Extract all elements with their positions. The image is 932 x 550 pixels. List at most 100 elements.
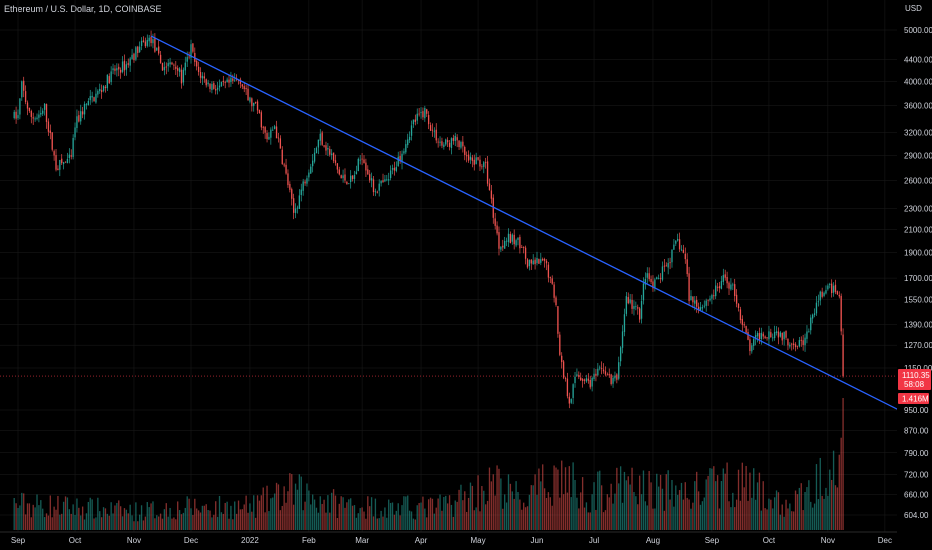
- volume-bar: [401, 505, 403, 530]
- volume-bar: [332, 489, 335, 530]
- volume-bar: [608, 497, 610, 530]
- volume-bar: [640, 494, 643, 530]
- volume-bar: [351, 505, 354, 530]
- volume-bar: [235, 513, 238, 530]
- candle-body: [384, 179, 386, 182]
- volume-bar: [722, 468, 724, 530]
- volume-bar: [730, 507, 732, 530]
- volume-bar: [167, 516, 169, 530]
- candle-body: [561, 355, 563, 363]
- volume-bar: [102, 507, 105, 530]
- volume-bar: [319, 496, 321, 530]
- candle-body: [500, 246, 502, 250]
- volume-bar: [338, 503, 340, 530]
- candle-body: [581, 379, 584, 381]
- candle-body: [348, 183, 350, 185]
- time-tick-label: Sep: [705, 536, 720, 545]
- volume-bar: [697, 491, 700, 530]
- time-axis[interactable]: Sep Oct Nov Dec 2022 Feb Mar Apr May Jun Jul Aug Sep…: [11, 536, 892, 545]
- candle-body: [494, 218, 496, 226]
- volume-bar: [764, 508, 766, 530]
- candle-body: [673, 244, 675, 250]
- volume-bar: [751, 497, 753, 530]
- candle-body: [26, 102, 29, 109]
- volume-bar: [224, 502, 226, 530]
- trendline[interactable]: [150, 35, 932, 428]
- volume-bar: [838, 454, 840, 530]
- candle-body: [526, 259, 529, 268]
- volume-bar: [80, 515, 82, 530]
- candle-body: [743, 324, 745, 326]
- volume-bar: [245, 495, 247, 530]
- candle-body: [739, 309, 742, 320]
- volume-bar: [519, 499, 521, 530]
- candle-body: [369, 174, 371, 181]
- volume-bar: [416, 505, 418, 530]
- volume-bar: [380, 510, 382, 530]
- volume-bar: [460, 484, 462, 530]
- candle-body: [340, 175, 342, 179]
- price-axis-bg: [897, 0, 932, 550]
- volume-bar: [268, 511, 270, 530]
- candle-body: [323, 145, 325, 147]
- candle-body: [619, 347, 622, 362]
- volume-bar: [190, 508, 192, 530]
- candle-body: [760, 332, 762, 340]
- candle-body: [268, 136, 270, 140]
- volume-bar: [659, 474, 662, 530]
- volume-bar: [538, 468, 540, 530]
- candle-body: [218, 85, 221, 88]
- candle-body: [272, 129, 274, 131]
- candle-body: [724, 274, 726, 278]
- candle-body: [146, 40, 148, 46]
- volume-bar: [258, 500, 261, 530]
- candle-body: [133, 53, 135, 61]
- price-axis[interactable]: 5000.00 4400.00 4000.00 3600.00 3200.00 2900.…: [904, 26, 932, 520]
- volume-bar: [213, 514, 215, 530]
- volume-bar: [772, 508, 774, 530]
- volume-bar: [762, 481, 764, 530]
- candle-body: [572, 384, 574, 398]
- volume-bar: [247, 512, 249, 530]
- candle-body: [772, 337, 774, 339]
- volume-bar: [304, 501, 306, 530]
- candle-body: [367, 169, 369, 175]
- volume-bar: [106, 513, 109, 530]
- price-tick-label: 1900.00: [904, 249, 932, 258]
- volume-bar: [677, 494, 679, 530]
- volume-bar: [194, 498, 196, 530]
- volume-bar: [490, 481, 493, 530]
- candle-body: [578, 374, 580, 378]
- volume-bar: [129, 504, 131, 530]
- volume-bar: [17, 507, 19, 530]
- candle-body: [437, 141, 439, 143]
- candle-body: [614, 375, 616, 379]
- volume-bar: [785, 499, 787, 530]
- candle-body: [197, 66, 200, 73]
- candle-body: [490, 190, 493, 199]
- time-tick-label: Apr: [415, 536, 428, 545]
- candle-body: [87, 101, 90, 106]
- candle-body: [188, 56, 190, 58]
- candle-body: [521, 247, 523, 248]
- candle-body: [363, 159, 365, 164]
- volume-bar: [239, 509, 242, 530]
- candle-body: [827, 285, 829, 290]
- candle-body: [707, 299, 709, 301]
- volume-bar: [713, 466, 715, 530]
- volume-bar: [431, 498, 434, 530]
- volume-bar: [494, 495, 496, 530]
- volume-bar: [815, 464, 818, 530]
- candle-body: [42, 110, 44, 114]
- candle-body: [722, 275, 724, 282]
- volume-bar: [260, 495, 263, 530]
- candle-body: [277, 137, 280, 139]
- candle-body: [148, 37, 150, 42]
- candle-body: [178, 68, 181, 73]
- volume-bar: [585, 502, 588, 530]
- price-tick-label: 1700.00: [904, 274, 932, 283]
- candle-body: [420, 112, 422, 114]
- volume-bar: [32, 504, 34, 530]
- candle-body: [190, 44, 192, 58]
